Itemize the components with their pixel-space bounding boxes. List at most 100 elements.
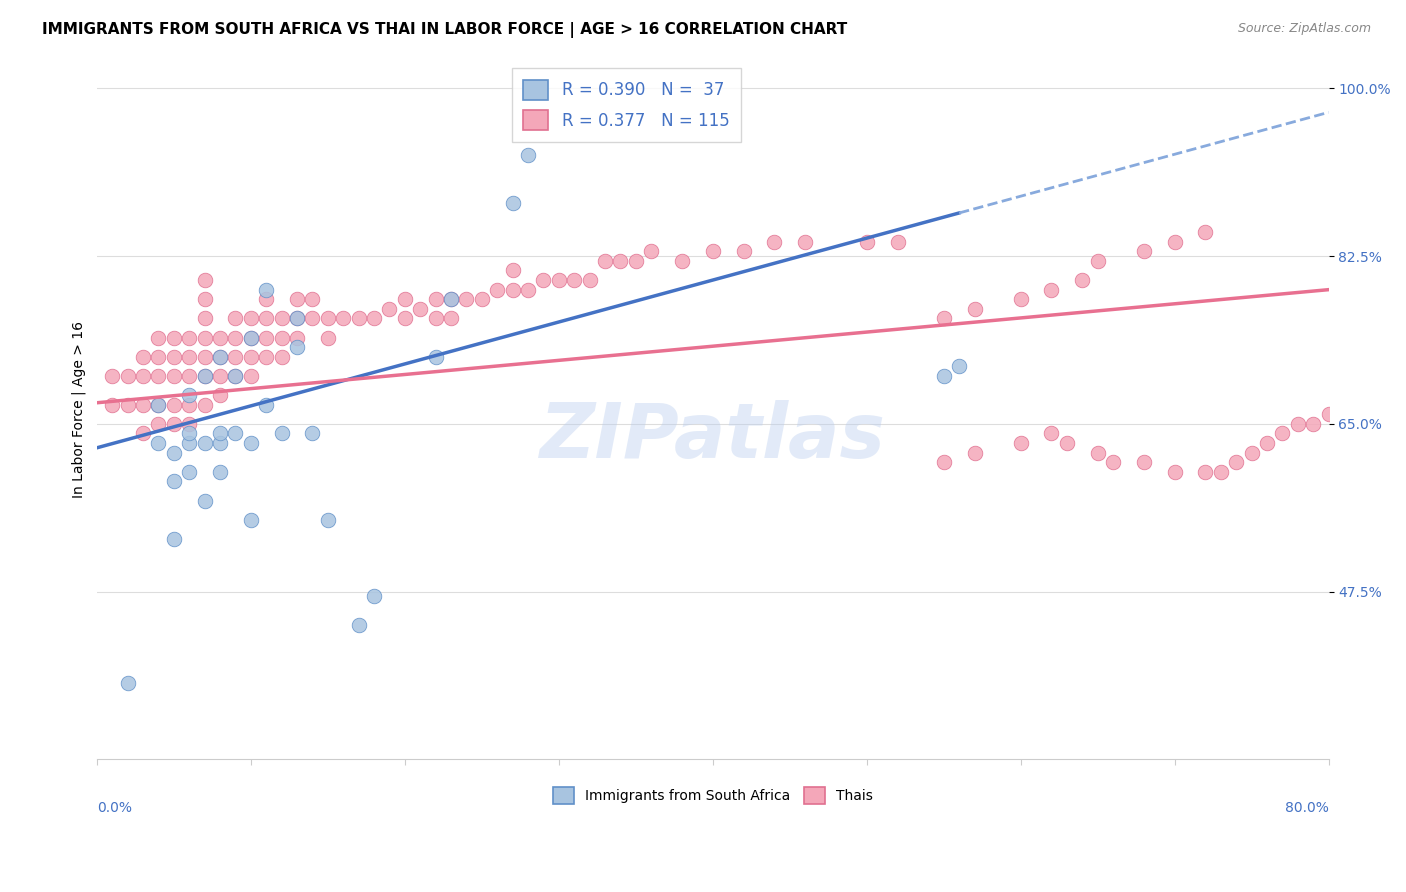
Point	[963, 445, 986, 459]
Point	[1087, 445, 1109, 459]
Point	[208, 350, 231, 364]
Point	[148, 417, 170, 431]
Point	[208, 368, 231, 383]
Point	[148, 436, 170, 450]
Point	[671, 253, 693, 268]
Point	[101, 398, 124, 412]
Point	[224, 311, 246, 326]
Point	[1240, 445, 1263, 459]
Point	[301, 311, 323, 326]
Point	[932, 455, 955, 469]
Point	[117, 398, 139, 412]
Point	[471, 292, 494, 306]
Point	[963, 301, 986, 316]
Point	[332, 311, 354, 326]
Point	[517, 148, 540, 162]
Point	[270, 350, 292, 364]
Point	[609, 253, 631, 268]
Point	[179, 350, 201, 364]
Point	[502, 283, 524, 297]
Point	[1194, 225, 1216, 239]
Legend: Immigrants from South Africa, Thais: Immigrants from South Africa, Thais	[544, 779, 882, 812]
Point	[163, 532, 186, 546]
Point	[208, 436, 231, 450]
Point	[285, 311, 308, 326]
Text: IMMIGRANTS FROM SOUTH AFRICA VS THAI IN LABOR FORCE | AGE > 16 CORRELATION CHART: IMMIGRANTS FROM SOUTH AFRICA VS THAI IN …	[42, 22, 848, 38]
Point	[316, 330, 339, 344]
Point	[1056, 436, 1078, 450]
Point	[1010, 436, 1032, 450]
Point	[440, 292, 463, 306]
Point	[148, 398, 170, 412]
Text: ZIPatlas: ZIPatlas	[540, 401, 886, 475]
Point	[440, 311, 463, 326]
Point	[301, 426, 323, 441]
Point	[194, 273, 217, 287]
Point	[194, 493, 217, 508]
Point	[208, 350, 231, 364]
Point	[378, 301, 401, 316]
Point	[254, 330, 277, 344]
Point	[456, 292, 478, 306]
Point	[502, 263, 524, 277]
Point	[224, 426, 246, 441]
Point	[702, 244, 724, 259]
Point	[179, 417, 201, 431]
Point	[194, 436, 217, 450]
Point	[1133, 455, 1156, 469]
Point	[270, 426, 292, 441]
Point	[409, 301, 432, 316]
Point	[1302, 417, 1324, 431]
Point	[1163, 465, 1185, 479]
Point	[254, 398, 277, 412]
Point	[394, 292, 416, 306]
Point	[194, 330, 217, 344]
Point	[886, 235, 908, 249]
Point	[794, 235, 817, 249]
Point	[163, 350, 186, 364]
Point	[224, 368, 246, 383]
Point	[163, 475, 186, 489]
Point	[1194, 465, 1216, 479]
Point	[239, 311, 262, 326]
Point	[179, 398, 201, 412]
Point	[148, 398, 170, 412]
Point	[763, 235, 786, 249]
Point	[932, 368, 955, 383]
Point	[163, 368, 186, 383]
Point	[347, 618, 370, 632]
Point	[593, 253, 616, 268]
Point	[1071, 273, 1094, 287]
Point	[148, 350, 170, 364]
Point	[239, 330, 262, 344]
Point	[224, 330, 246, 344]
Point	[1271, 426, 1294, 441]
Point	[285, 340, 308, 354]
Point	[194, 350, 217, 364]
Point	[179, 368, 201, 383]
Point	[117, 675, 139, 690]
Point	[163, 417, 186, 431]
Point	[547, 273, 569, 287]
Point	[101, 368, 124, 383]
Point	[208, 330, 231, 344]
Point	[1087, 253, 1109, 268]
Point	[239, 330, 262, 344]
Point	[254, 283, 277, 297]
Point	[285, 330, 308, 344]
Point	[502, 196, 524, 211]
Point	[194, 368, 217, 383]
Point	[425, 350, 447, 364]
Point	[194, 292, 217, 306]
Point	[1256, 436, 1278, 450]
Text: 80.0%: 80.0%	[1285, 801, 1329, 815]
Point	[148, 368, 170, 383]
Text: 0.0%: 0.0%	[97, 801, 132, 815]
Point	[132, 368, 155, 383]
Point	[208, 388, 231, 402]
Point	[932, 311, 955, 326]
Point	[179, 436, 201, 450]
Point	[270, 330, 292, 344]
Point	[316, 513, 339, 527]
Point	[194, 368, 217, 383]
